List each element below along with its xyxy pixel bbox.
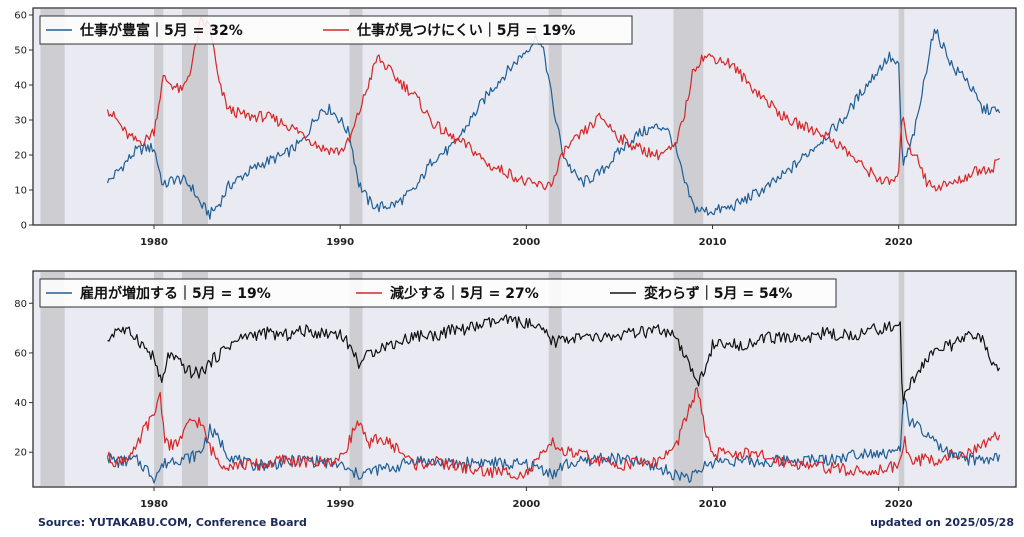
legend-label-plentiful: 仕事が豊富｜5月 = 32% [79,22,243,39]
x-tick-label: 1980 [140,499,168,510]
series-line [106,387,1001,480]
chart-bottom: 20 40 60 80 1980 1990 2000 2010 2020 雇用が増加する｜5月… [14,270,1017,510]
x-axis-top: 1980 1990 2000 2010 2020 [140,225,913,248]
recession-bands-top [40,8,905,225]
x-tick-label: 1980 [140,237,168,248]
recession-band [548,8,562,225]
recession-band [154,271,164,487]
series-lines-top [106,17,1001,220]
chart-top: 0 10 20 30 40 50 60 1980 1990 2000 2010 2020 仕事が豊富… [14,7,1017,248]
y-tick-label: 60 [14,348,27,359]
series-line [106,28,1001,220]
y-tick-label: 30 [14,116,27,127]
recession-band [349,271,363,487]
x-axis-bottom: 1980 1990 2000 2010 2020 [140,487,913,510]
x-tick-label: 2010 [699,499,727,510]
x-tick-label: 2010 [699,237,727,248]
y-tick-label: 10 [14,186,27,197]
y-tick-label: 20 [14,448,27,459]
recession-band [548,271,562,487]
y-tick-label: 50 [14,46,27,57]
y-tick-label: 40 [14,81,27,92]
x-tick-label: 2000 [512,499,540,510]
y-axis-bottom: 20 40 60 80 [14,299,33,459]
y-tick-label: 0 [21,221,27,232]
series-line [106,398,1001,484]
y-tick-label: 20 [14,151,27,162]
x-tick-label: 2000 [512,237,540,248]
x-tick-label: 2020 [885,237,913,248]
y-tick-label: 80 [14,299,27,310]
recession-band [154,8,164,225]
x-tick-label: 2020 [885,499,913,510]
x-tick-label: 1990 [326,499,354,510]
y-tick-label: 40 [14,398,27,409]
series-lines-bottom [106,314,1001,484]
recession-band [40,8,65,225]
y-axis-top: 0 10 20 30 40 50 60 [14,11,33,232]
x-tick-label: 1990 [326,237,354,248]
legend-top: 仕事が豊富｜5月 = 32% 仕事が見つけにくい｜5月 = 19% [39,15,633,45]
legend-label-hard-to-get: 仕事が見つけにくい｜5月 = 19% [356,22,575,39]
y-tick-label: 60 [14,11,27,22]
legend-label-increase: 雇用が増加する｜5月 = 19% [80,285,271,302]
recession-band [898,8,905,225]
legend-bottom: 雇用が増加する｜5月 = 19% 減少する｜5月 = 27% 変わらず｜5月 =… [39,278,837,308]
series-line [107,314,1001,405]
legend-label-decrease: 減少する｜5月 = 27% [390,285,539,302]
source-note: Source: YUTAKABU.COM, Conference Board [38,516,307,529]
updated-note: updated on 2025/05/28 [870,516,1014,529]
legend-label-unchanged: 変わらず｜5月 = 54% [644,285,792,302]
series-line [106,17,1000,192]
